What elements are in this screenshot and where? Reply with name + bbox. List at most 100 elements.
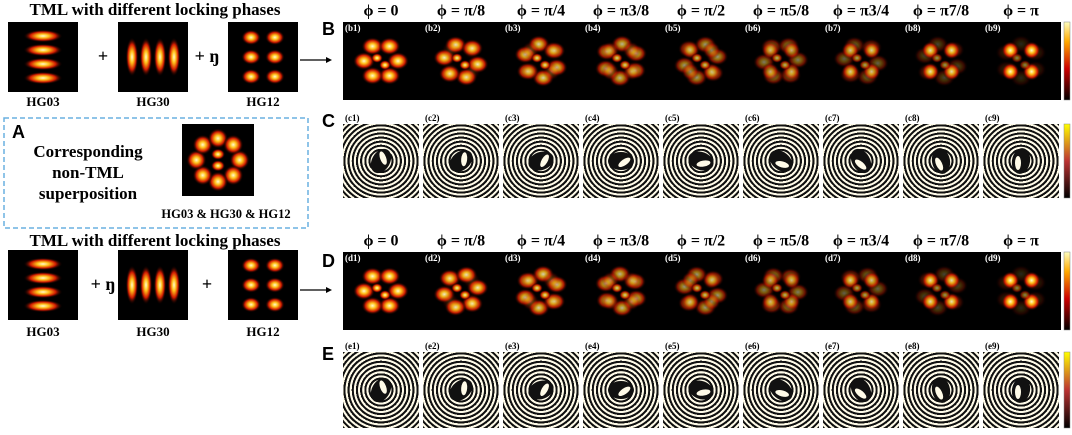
lobe: [939, 60, 951, 70]
mode-pattern: [125, 265, 181, 305]
phase-header: ϕ = π/4: [517, 233, 565, 250]
cell: [753, 266, 809, 316]
lobe: [699, 290, 711, 300]
cell-label: (d5): [665, 253, 681, 263]
panel-a-text: Corresponding: [33, 142, 143, 161]
lobe: [691, 53, 703, 63]
lobe: [371, 53, 383, 63]
lobe: [931, 283, 943, 293]
cell: [913, 265, 969, 317]
lobe: [681, 292, 700, 311]
mode-pattern: [186, 128, 250, 192]
lobe: [761, 292, 780, 311]
colorbar: [1063, 251, 1071, 331]
cell-label: (e4): [585, 341, 600, 351]
lobe: [207, 171, 229, 192]
vortex: [379, 151, 387, 165]
mode-label: HG03: [26, 94, 60, 109]
lobe: [387, 282, 409, 300]
panel-letter: E: [322, 344, 334, 364]
lobe: [779, 60, 791, 70]
mode-label: HG30: [136, 94, 169, 109]
vortex: [854, 159, 867, 170]
cell: [353, 267, 409, 315]
phase-header: ϕ = π3/8: [593, 233, 649, 250]
phase-header: ϕ = π: [1003, 233, 1039, 250]
operator: + ŋ: [91, 274, 116, 294]
lobe: [229, 149, 250, 171]
phase-header: ϕ = π/2: [677, 233, 725, 250]
lobe: [387, 52, 409, 70]
lobe: [139, 37, 153, 77]
lobe: [782, 41, 801, 60]
lobe: [241, 296, 261, 313]
vortex: [688, 380, 714, 400]
panel-a-box: [3, 117, 309, 229]
cell: [343, 352, 419, 428]
lobe: [859, 290, 871, 300]
phase-header: ϕ = π/8: [437, 233, 485, 250]
lobe: [23, 71, 63, 85]
vortex: [688, 151, 714, 171]
lobe: [691, 283, 703, 293]
lobe: [378, 37, 401, 56]
cell: [594, 35, 648, 87]
lobe: [611, 53, 623, 63]
lobe: [223, 165, 244, 186]
lobe: [23, 299, 63, 313]
lobe: [942, 271, 961, 290]
cell-label: (e1): [345, 341, 360, 351]
lobe: [361, 296, 384, 315]
vortex: [854, 388, 867, 399]
lobe: [265, 296, 285, 313]
panel-a-text: superposition: [39, 184, 138, 203]
cell: [343, 124, 419, 198]
phase-header: ϕ = π5/8: [753, 3, 809, 20]
mode-label: HG12: [246, 324, 279, 339]
lobe: [601, 62, 620, 81]
cell: [983, 352, 1059, 428]
cell: [423, 124, 499, 198]
lobe: [462, 41, 481, 60]
cell: [594, 265, 648, 317]
phase-header: ϕ = 0: [363, 3, 398, 20]
lobe: [782, 271, 801, 290]
lobe: [539, 60, 551, 70]
panel-letter: D: [322, 251, 335, 271]
lobe: [931, 53, 943, 63]
cell-label: (e8): [905, 341, 920, 351]
lobe: [1019, 60, 1031, 70]
cell: [663, 352, 739, 428]
lobe: [361, 37, 384, 56]
lobe: [619, 290, 631, 300]
cell: [823, 352, 899, 428]
lobe: [862, 271, 881, 290]
arrow-head: [326, 57, 332, 63]
cell-label: (e5): [665, 341, 680, 351]
lobe: [378, 296, 401, 315]
cell-label: (c2): [425, 113, 440, 123]
lobe: [862, 41, 881, 60]
lobe: [459, 290, 471, 300]
lobe: [622, 271, 641, 290]
cell: [753, 36, 809, 86]
lobe: [611, 283, 623, 293]
lobe: [619, 60, 631, 70]
lobe: [451, 283, 463, 293]
vortex: [1015, 385, 1021, 399]
lobe: [1001, 62, 1020, 81]
mode-pattern: [125, 37, 181, 77]
mode-label: HG03: [26, 324, 60, 339]
lobe: [1022, 271, 1041, 290]
cell-label: (c3): [505, 113, 520, 123]
cell: [503, 124, 579, 198]
lobe: [702, 41, 721, 60]
vortex: [370, 377, 392, 403]
mode-label: HG12: [246, 94, 279, 109]
cell-label: (c6): [745, 113, 760, 123]
lobe: [771, 53, 783, 63]
lobe: [1001, 292, 1020, 311]
lobe: [265, 29, 285, 46]
cell-label: (d2): [425, 253, 441, 263]
cell: [903, 124, 979, 198]
